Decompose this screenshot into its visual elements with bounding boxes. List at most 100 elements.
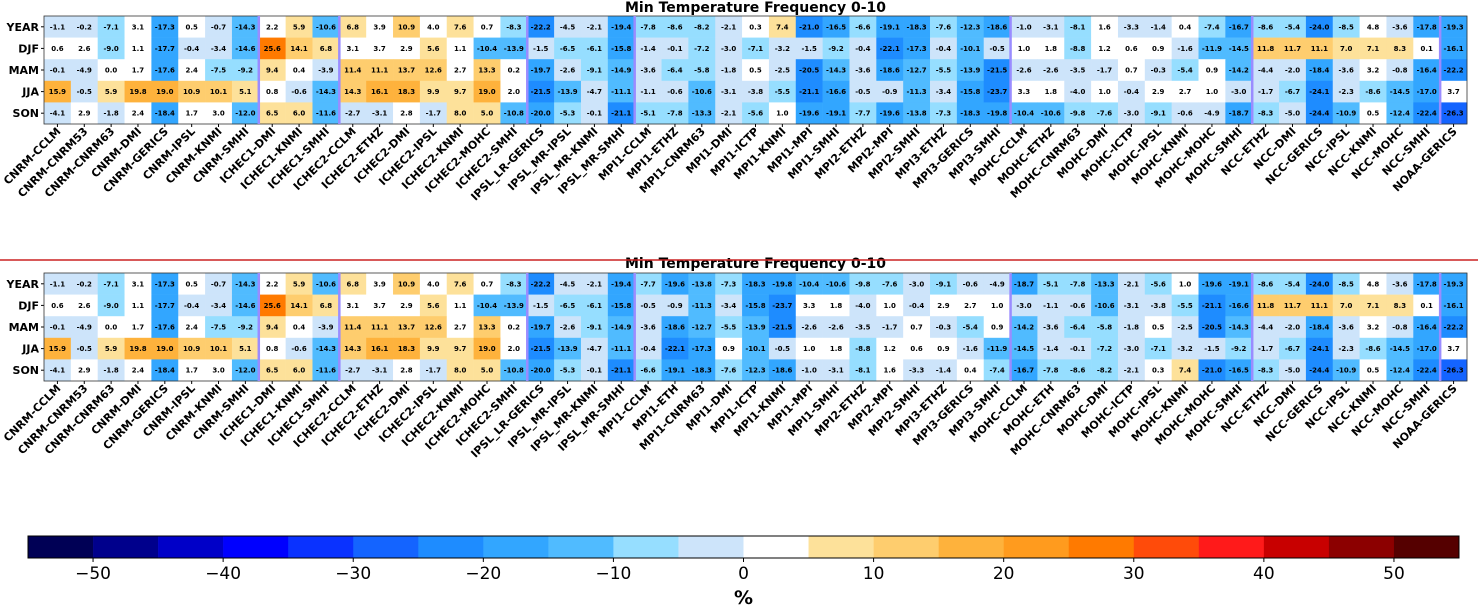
heatmap-cell: [151, 359, 179, 382]
heatmap-cell: [795, 16, 823, 38]
heatmap-cell: [1305, 59, 1334, 82]
heatmap-cell: [1279, 316, 1307, 339]
cell-value-label: -3.1: [828, 367, 843, 375]
heatmap-cell: [661, 359, 689, 382]
heatmap-cell: [688, 273, 716, 295]
cell-value-label: -15.8: [745, 302, 765, 310]
heatmap-cell: [231, 337, 260, 360]
heatmap-cell: [473, 273, 501, 295]
heatmap-cell: [849, 16, 877, 38]
colorbar-segment: [938, 536, 1004, 558]
heatmap-cell: [715, 102, 743, 125]
heatmap-cell: [903, 273, 931, 295]
cell-value-label: -1.5: [533, 302, 548, 310]
cell-value-label: 0.0: [105, 67, 118, 75]
cell-value-label: -11.6: [316, 110, 336, 118]
heatmap-cell: [688, 16, 716, 38]
cell-value-label: -2.6: [560, 67, 575, 75]
heatmap-cell: [607, 59, 635, 82]
heatmap-cell: [1010, 37, 1038, 60]
heatmap-cell: [231, 273, 260, 295]
heatmap-cell: [715, 337, 743, 360]
heatmap-cell: [393, 16, 421, 38]
heatmap-cell: [956, 37, 985, 60]
cell-value-label: 0.8: [266, 345, 279, 353]
cell-value-label: 14.1: [290, 302, 307, 310]
cell-value-label: 10.9: [398, 23, 415, 31]
cell-value-label: 7.1: [1367, 302, 1380, 310]
heatmap-cell: [527, 273, 555, 295]
cell-value-label: 0.5: [1152, 324, 1165, 332]
colorbar-segment: [418, 536, 484, 558]
cell-value-label: 0.2: [508, 67, 521, 75]
cell-value-label: 0.4: [964, 367, 977, 375]
heatmap-cell: [1440, 37, 1468, 60]
heatmap-cell: [527, 16, 555, 38]
cell-value-label: 14.3: [344, 88, 361, 96]
cell-value-label: -18.6: [772, 367, 792, 375]
heatmap-cell: [849, 316, 877, 339]
heatmap-cell: [419, 294, 448, 317]
heatmap-cell: [124, 294, 152, 317]
cell-value-label: -17.3: [907, 45, 927, 53]
cell-value-label: -23.7: [772, 302, 792, 310]
cell-value-label: -11.3: [907, 88, 927, 96]
heatmap-cell: [1305, 80, 1334, 103]
cell-value-label: -4.5: [560, 280, 575, 288]
cell-value-label: -4.4: [1258, 67, 1273, 75]
heatmap-cell: [607, 80, 635, 103]
heatmap-cell: [1117, 37, 1146, 60]
heatmap-cell: [70, 37, 98, 60]
heatmap-cell: [419, 273, 448, 295]
heatmap-cell: [124, 359, 152, 382]
cell-value-label: -9.1: [936, 280, 951, 288]
heatmap-cell: [1091, 37, 1119, 60]
cell-value-label: 0.1: [1421, 45, 1434, 53]
cell-value-label: -13.3: [692, 110, 712, 118]
cell-value-label: -20.5: [799, 67, 819, 75]
heatmap-cell: [930, 80, 958, 103]
heatmap-cell: [1225, 294, 1253, 317]
cell-value-label: -4.0: [855, 302, 870, 310]
heatmap-cell: [1440, 102, 1468, 125]
cell-value-label: -4.9: [989, 280, 1004, 288]
cell-value-label: -4.9: [1204, 110, 1219, 118]
heatmap-cell: [768, 273, 797, 295]
heatmap-cell: [715, 359, 743, 382]
heatmap-cell: [178, 294, 206, 317]
heatmap-cell: [178, 37, 206, 60]
heatmap-cell: [1332, 16, 1360, 38]
cell-value-label: 3.7: [1447, 345, 1460, 353]
heatmap-cell: [822, 16, 850, 38]
heatmap-cell: [1332, 37, 1360, 60]
heatmap-cell: [1037, 59, 1065, 82]
heatmap-cell: [688, 316, 716, 339]
heatmap-cell: [930, 273, 958, 295]
cell-value-label: -2.1: [721, 23, 736, 31]
cell-value-label: -1.0: [1016, 23, 1031, 31]
heatmap-cell: [768, 102, 797, 125]
cell-value-label: 9.9: [427, 88, 440, 96]
cell-value-label: 2.7: [454, 67, 467, 75]
cell-value-label: -0.9: [882, 88, 897, 96]
cell-value-label: -1.5: [533, 45, 548, 53]
cell-value-label: -16.4: [1417, 324, 1437, 332]
heatmap-cell: [1332, 337, 1360, 360]
heatmap-cell: [1359, 59, 1387, 82]
heatmap-cell: [795, 337, 823, 360]
cell-value-label: 2.4: [185, 324, 198, 332]
cell-value-label: 12.6: [425, 67, 442, 75]
cell-value-label: 11.1: [1311, 45, 1328, 53]
colorbar-segment: [223, 536, 289, 558]
cell-value-label: -22.4: [1417, 367, 1437, 375]
cell-value-label: -4.1: [50, 110, 65, 118]
heatmap-cell: [1144, 59, 1172, 82]
heatmap-cell: [956, 316, 985, 339]
heatmap-cell: [554, 59, 582, 82]
cell-value-label: -19.8: [772, 280, 792, 288]
cell-value-label: -17.3: [155, 23, 175, 31]
heatmap-cell: [1091, 359, 1119, 382]
heatmap-cell: [634, 337, 662, 360]
heatmap-cell: [1198, 80, 1226, 103]
cell-value-label: -21.1: [799, 88, 819, 96]
